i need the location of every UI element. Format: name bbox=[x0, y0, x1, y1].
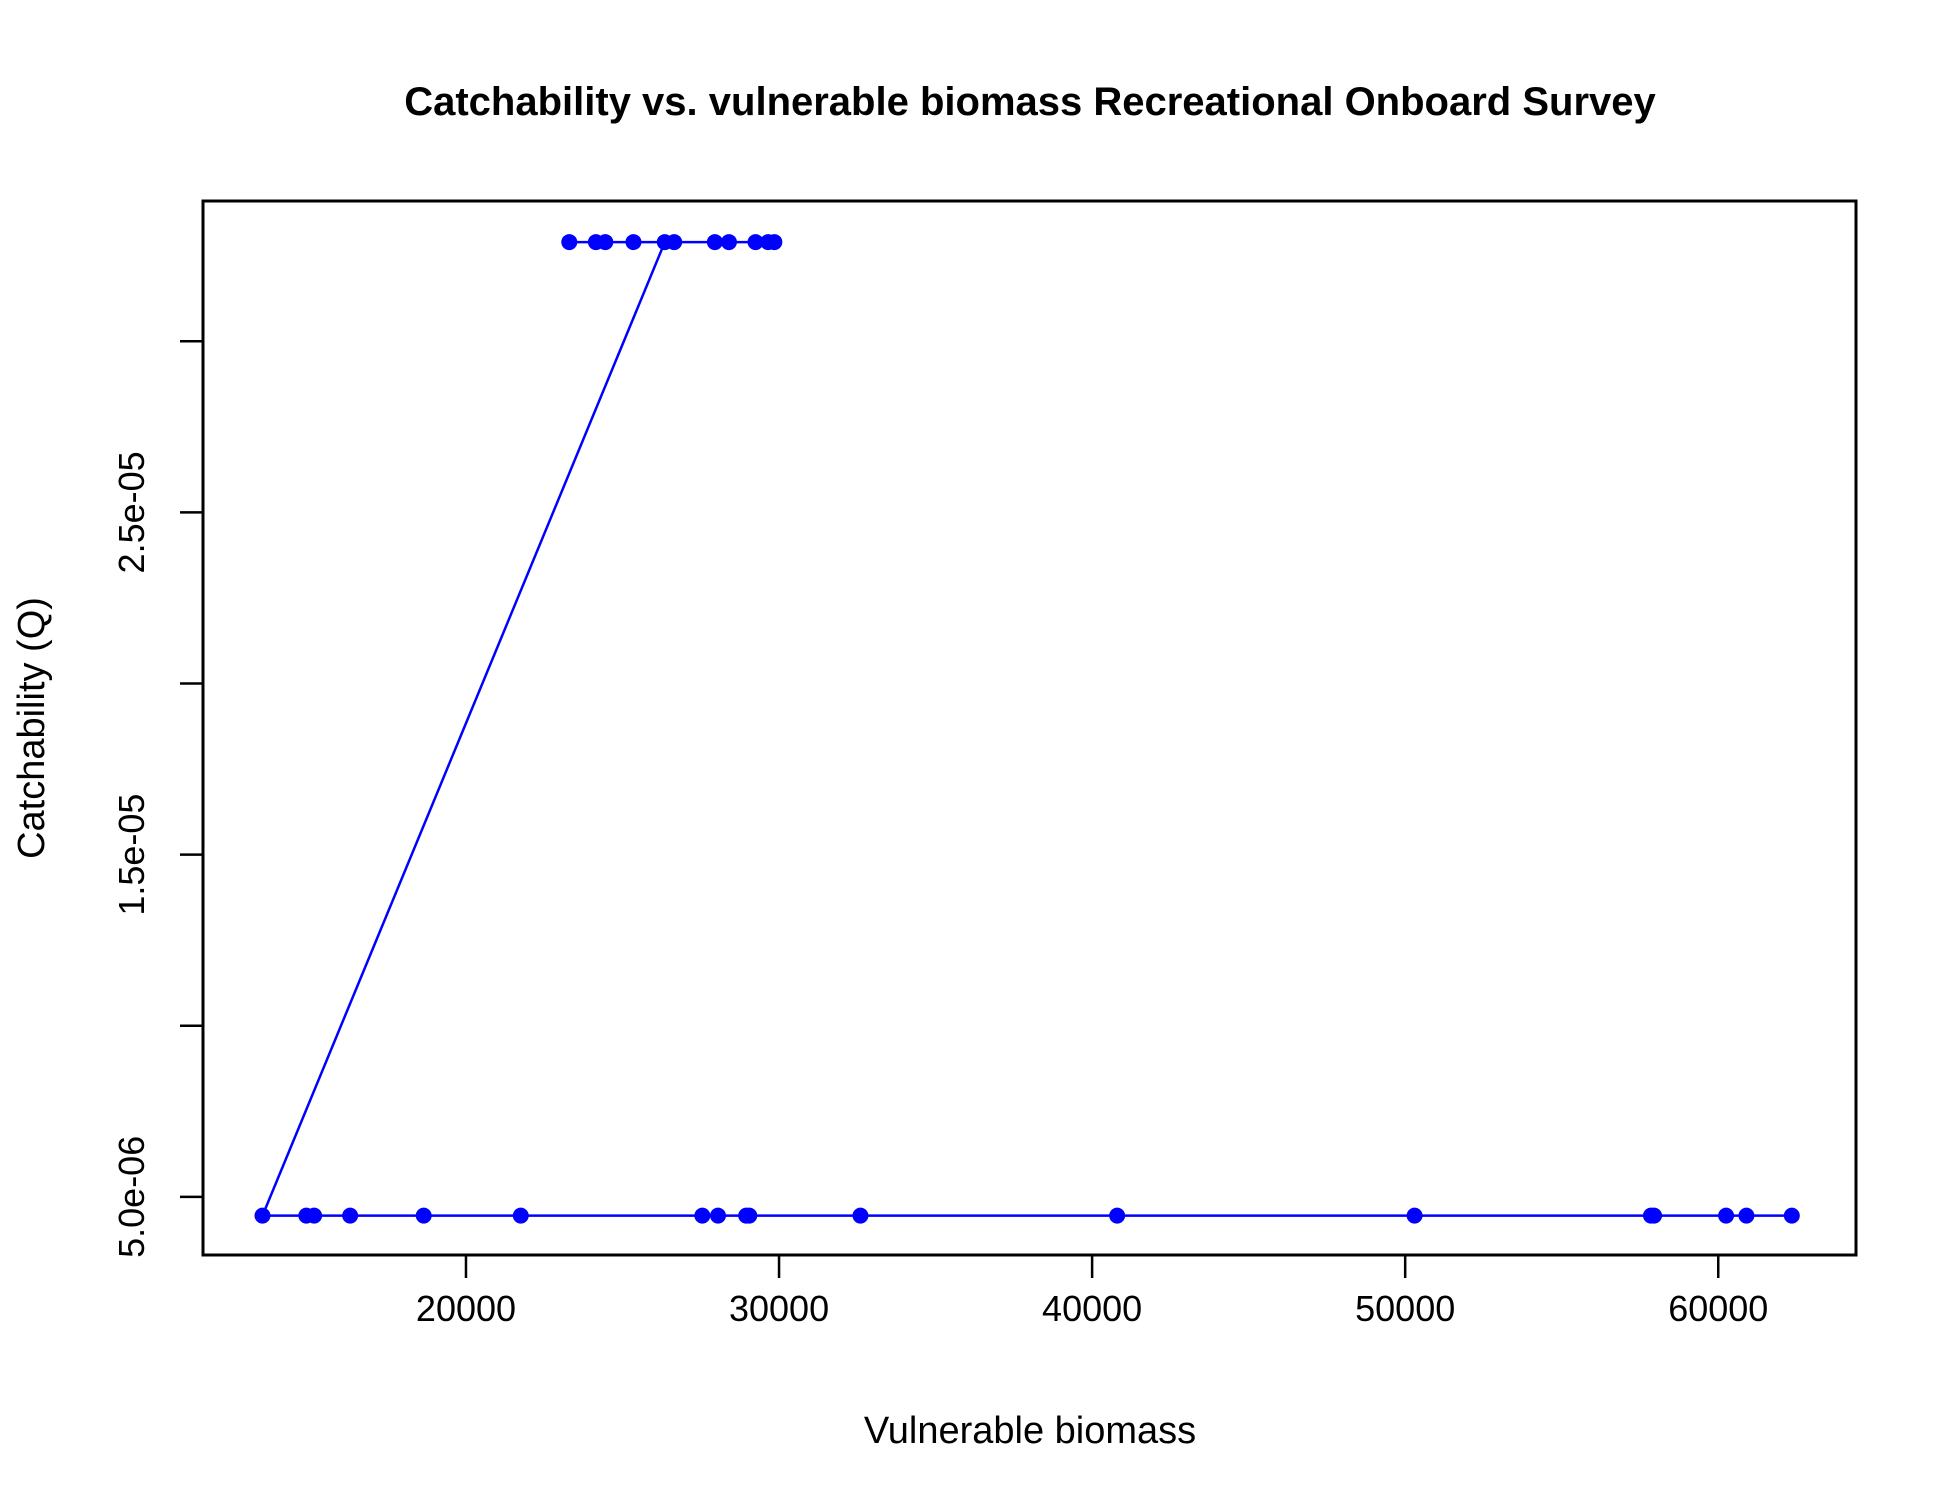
x-tick-label: 50000 bbox=[1355, 1288, 1455, 1329]
data-point bbox=[512, 1207, 529, 1224]
data-point bbox=[738, 1207, 755, 1224]
data-point bbox=[760, 234, 777, 251]
data-point bbox=[1109, 1207, 1126, 1224]
y-tick-label: 1.5e-05 bbox=[111, 794, 152, 916]
data-point bbox=[415, 1207, 432, 1224]
data-point bbox=[720, 234, 737, 251]
data-point bbox=[298, 1207, 315, 1224]
data-point bbox=[1642, 1207, 1659, 1224]
x-tick-label: 30000 bbox=[729, 1288, 829, 1329]
data-point bbox=[625, 234, 642, 251]
y-tick-label: 5.0e-06 bbox=[111, 1136, 152, 1258]
data-point bbox=[342, 1207, 359, 1224]
data-point bbox=[1718, 1207, 1735, 1224]
x-axis: 20000 30000 40000 50000 60000 bbox=[416, 1255, 1768, 1329]
plot-frame bbox=[201, 199, 1858, 1257]
y-axis: 5.0e-06 1.5e-05 2.5e-05 bbox=[111, 340, 203, 1258]
x-tick-label: 60000 bbox=[1668, 1288, 1768, 1329]
x-tick-label: 40000 bbox=[1042, 1288, 1142, 1329]
data-point bbox=[561, 234, 578, 251]
data-point bbox=[747, 234, 764, 251]
x-tick-label: 20000 bbox=[416, 1288, 516, 1329]
data-point bbox=[694, 1207, 711, 1224]
chart-title: Catchability vs. vulnerable biomass Recr… bbox=[404, 80, 1656, 124]
data-point bbox=[706, 234, 723, 251]
data-point bbox=[254, 1207, 271, 1224]
data-point bbox=[1783, 1207, 1800, 1224]
y-axis-label: Catchability (Q) bbox=[11, 597, 53, 859]
y-tick-label: 2.5e-05 bbox=[111, 451, 152, 573]
x-axis-label: Vulnerable biomass bbox=[864, 1410, 1196, 1452]
data-point bbox=[666, 234, 683, 251]
data-point bbox=[852, 1207, 869, 1224]
data-point bbox=[1738, 1207, 1755, 1224]
data-point bbox=[709, 1207, 726, 1224]
data-point bbox=[1406, 1207, 1423, 1224]
series-line bbox=[260, 240, 1792, 1217]
data-series bbox=[254, 234, 1800, 1224]
data-point bbox=[587, 234, 604, 251]
